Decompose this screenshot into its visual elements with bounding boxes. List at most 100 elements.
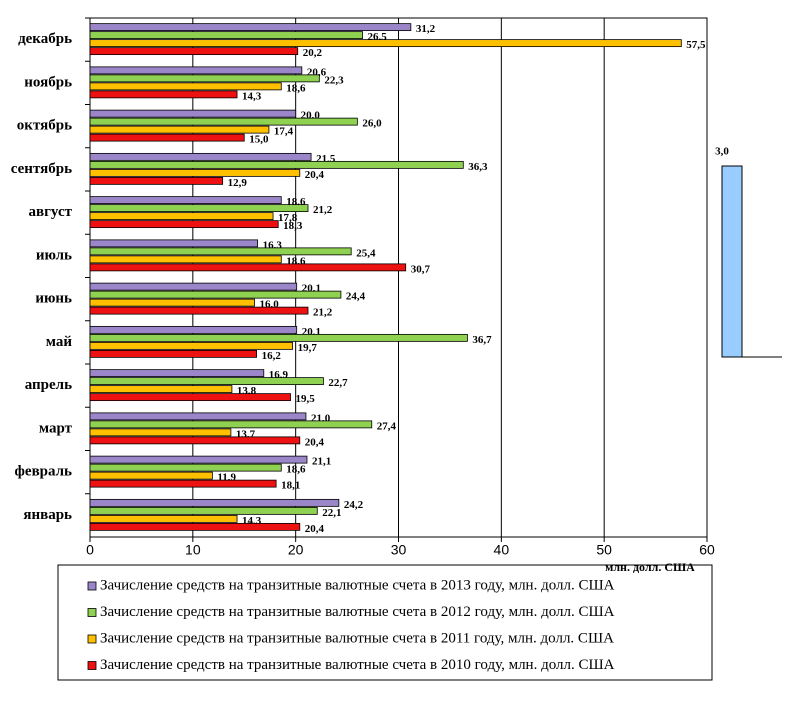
y-tick-label: октябрь xyxy=(17,118,72,134)
bar xyxy=(89,117,358,126)
bar xyxy=(89,125,270,134)
bar xyxy=(89,290,342,299)
legend-label: Зачисление средств на транзитные валютны… xyxy=(100,577,615,593)
value-label: 18,6 xyxy=(286,464,306,476)
bar xyxy=(89,436,301,445)
bar xyxy=(89,369,265,378)
bar xyxy=(89,498,340,507)
y-tick-label: декабрь xyxy=(18,31,72,47)
bar xyxy=(89,109,297,118)
y-tick-label: май xyxy=(46,334,73,350)
value-label: 22,7 xyxy=(328,377,348,389)
bar xyxy=(89,31,363,40)
legend-marker xyxy=(87,608,97,617)
value-label: 17,8 xyxy=(278,212,298,224)
bar xyxy=(89,152,312,161)
bar xyxy=(89,377,324,386)
bar xyxy=(89,247,352,256)
bar xyxy=(89,471,213,480)
bar xyxy=(89,349,257,358)
legend-marker xyxy=(87,634,97,644)
y-tick-label: март xyxy=(39,420,73,436)
bar xyxy=(89,90,238,99)
bar xyxy=(89,420,373,429)
bar xyxy=(89,204,309,213)
bar xyxy=(89,133,245,142)
value-label: 25,4 xyxy=(356,247,376,259)
bar xyxy=(89,160,464,169)
y-tick-label: февраль xyxy=(15,464,73,480)
x-tick-label: 50 xyxy=(596,542,612,558)
value-label: 20,4 xyxy=(305,169,325,181)
value-label: 31,2 xyxy=(416,23,436,35)
legend-label: Зачисление средств на транзитные валютны… xyxy=(100,630,614,646)
bar xyxy=(89,428,232,437)
bar xyxy=(89,82,282,91)
x-tick-label: 20 xyxy=(288,542,304,558)
x-axis-title: млн. долл. США xyxy=(605,560,695,574)
value-label: 17,4 xyxy=(274,126,294,138)
value-label: 36,7 xyxy=(472,334,492,346)
value-label: 20,4 xyxy=(305,436,325,448)
bar xyxy=(89,212,274,221)
x-tick-label: 10 xyxy=(185,542,201,558)
value-label: 36,3 xyxy=(468,161,488,173)
value-label: 19,5 xyxy=(296,393,316,405)
value-label: 21,2 xyxy=(313,204,333,216)
value-label: 21,1 xyxy=(312,456,331,468)
value-label: 20,2 xyxy=(303,47,323,59)
bar xyxy=(89,220,279,229)
bar xyxy=(89,74,320,83)
fragment-label: 3,0 xyxy=(715,146,729,158)
bar xyxy=(89,341,293,350)
x-tick-label: 0 xyxy=(86,542,94,558)
bar xyxy=(89,412,307,421)
bar xyxy=(89,393,291,402)
bar xyxy=(89,522,301,531)
y-tick-label: январь xyxy=(23,507,72,523)
value-label: 16,2 xyxy=(262,350,282,362)
bar xyxy=(89,514,238,523)
value-label: 22,1 xyxy=(322,507,341,519)
legend xyxy=(57,564,713,681)
bar xyxy=(89,506,318,515)
bar xyxy=(89,47,299,56)
bar xyxy=(89,325,298,334)
value-label: 14,3 xyxy=(242,90,262,102)
bar xyxy=(89,298,255,307)
y-tick-label: июнь xyxy=(35,291,72,307)
value-label: 12,9 xyxy=(228,177,248,189)
value-label: 18,3 xyxy=(283,220,303,232)
y-tick-label: ноябрь xyxy=(24,74,72,90)
y-tick-label: сентябрь xyxy=(11,161,72,177)
bar xyxy=(89,463,282,472)
bar xyxy=(89,306,309,315)
bar xyxy=(89,263,407,272)
y-tick-label: август xyxy=(29,204,73,220)
value-label: 27,4 xyxy=(377,420,397,432)
y-tick-label: апрель xyxy=(25,377,72,393)
bar xyxy=(89,196,282,205)
value-label: 24,2 xyxy=(344,499,364,511)
bar xyxy=(89,333,468,342)
value-label: 30,7 xyxy=(411,263,431,275)
bar xyxy=(89,239,259,248)
x-tick-label: 40 xyxy=(494,542,510,558)
bar xyxy=(89,66,303,75)
fragment-bar xyxy=(721,165,743,358)
legend-marker xyxy=(87,661,97,670)
bar xyxy=(89,455,308,464)
value-label: 18,1 xyxy=(281,480,300,492)
legend-label: Зачисление средств на транзитные валютны… xyxy=(100,604,615,620)
value-label: 57,5 xyxy=(686,39,706,51)
value-label: 24,4 xyxy=(346,291,366,303)
bar xyxy=(89,39,682,48)
x-tick-label: 30 xyxy=(391,542,407,558)
bar xyxy=(89,479,277,488)
legend-marker xyxy=(87,581,97,591)
value-label: 19,7 xyxy=(298,342,318,354)
legend-label: Зачисление средств на транзитные валютны… xyxy=(100,657,615,673)
bar xyxy=(89,176,224,185)
value-label: 26,0 xyxy=(362,118,382,130)
